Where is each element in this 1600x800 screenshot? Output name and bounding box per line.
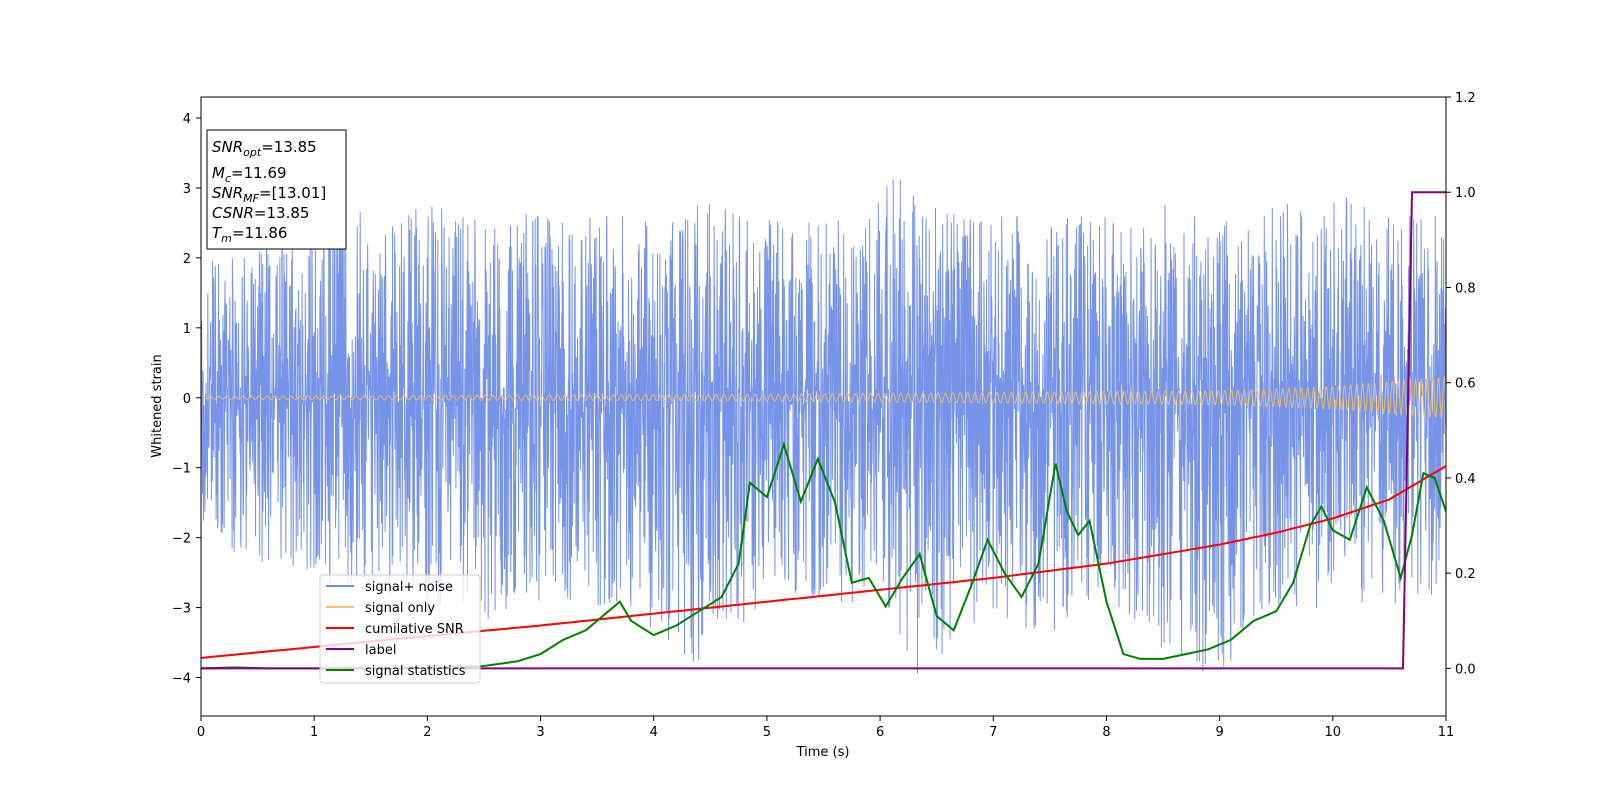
y-tick-label: −1: [172, 462, 191, 477]
legend-entry: signal only: [365, 601, 435, 616]
x-tick-label: 2: [423, 725, 431, 740]
x-tick-label: 6: [876, 725, 884, 740]
legend-entry: label: [365, 643, 396, 658]
snr-opt-annotation: SNRopt=13.85: [212, 138, 317, 159]
y2-axis-ticks: 1.2 1.0 0.8 0.6 0.4 0.2 0.0: [1446, 91, 1476, 677]
tm-annotation: Tm=11.86: [212, 224, 287, 245]
y-tick-label: 3: [183, 182, 191, 197]
y2-tick-label: 0.2: [1455, 567, 1476, 582]
y-tick-label: −3: [172, 602, 191, 617]
legend: signal+ noise signal only cumilative SNR la…: [319, 574, 481, 684]
legend-entry: signal statistics: [365, 664, 466, 679]
y2-tick-label: 0.4: [1455, 472, 1476, 487]
legend-frame: [319, 574, 481, 684]
series-signal-only-line: [201, 375, 1446, 419]
x-tick-label: 5: [763, 725, 771, 740]
x-tick-label: 1: [310, 725, 318, 740]
y-tick-label: −2: [172, 532, 191, 547]
y-axis-ticks: 4 3 2 1 0 −1 −2 −3 −4: [172, 112, 201, 687]
x-tick-label: 9: [1215, 725, 1223, 740]
series-signal-statistics-line: [201, 441, 1446, 670]
y-tick-label: 0: [183, 392, 191, 407]
y-tick-label: 4: [183, 112, 191, 127]
y2-tick-label: 0.8: [1455, 281, 1476, 296]
x-axis-ticks: 0 1 2 3 4 5 6 7 8 9 10 11: [197, 716, 1454, 740]
y2-tick-label: 1.2: [1455, 91, 1476, 106]
y2-tick-label: 1.0: [1455, 186, 1476, 201]
mc-annotation: Mc=11.69: [212, 164, 287, 185]
x-axis-label: Time (s): [796, 745, 850, 760]
series-label-line: [201, 191, 1446, 670]
series-signal-noise-line: [201, 150, 1446, 674]
x-tick-label: 10: [1325, 725, 1342, 740]
y-tick-label: −4: [172, 672, 191, 687]
x-tick-label: 3: [536, 725, 544, 740]
y2-tick-label: 0.6: [1455, 377, 1476, 392]
csnr-annotation: CSNR=13.85: [212, 204, 309, 222]
x-tick-label: 7: [989, 725, 997, 740]
x-tick-label: 11: [1438, 725, 1455, 740]
snr-mf-annotation: SNRMF=[13.01]: [212, 184, 326, 205]
x-tick-label: 4: [650, 725, 658, 740]
info-box-frame: [206, 129, 347, 250]
y2-tick-label: 0.0: [1455, 662, 1476, 677]
x-tick-label: 0: [197, 725, 205, 740]
y-axis-label: Whitened strain: [150, 354, 165, 457]
legend-entry: cumilative SNR: [365, 622, 464, 637]
axes-frame: [200, 96, 1447, 717]
x-tick-label: 8: [1102, 725, 1110, 740]
y-tick-label: 2: [183, 252, 191, 267]
info-annotation-box: SNRopt=13.85 Mc=11.69 SNRMF=[13.01] CSNR…: [206, 129, 347, 250]
y-tick-label: 1: [183, 322, 191, 337]
legend-entry: signal+ noise: [365, 580, 453, 595]
